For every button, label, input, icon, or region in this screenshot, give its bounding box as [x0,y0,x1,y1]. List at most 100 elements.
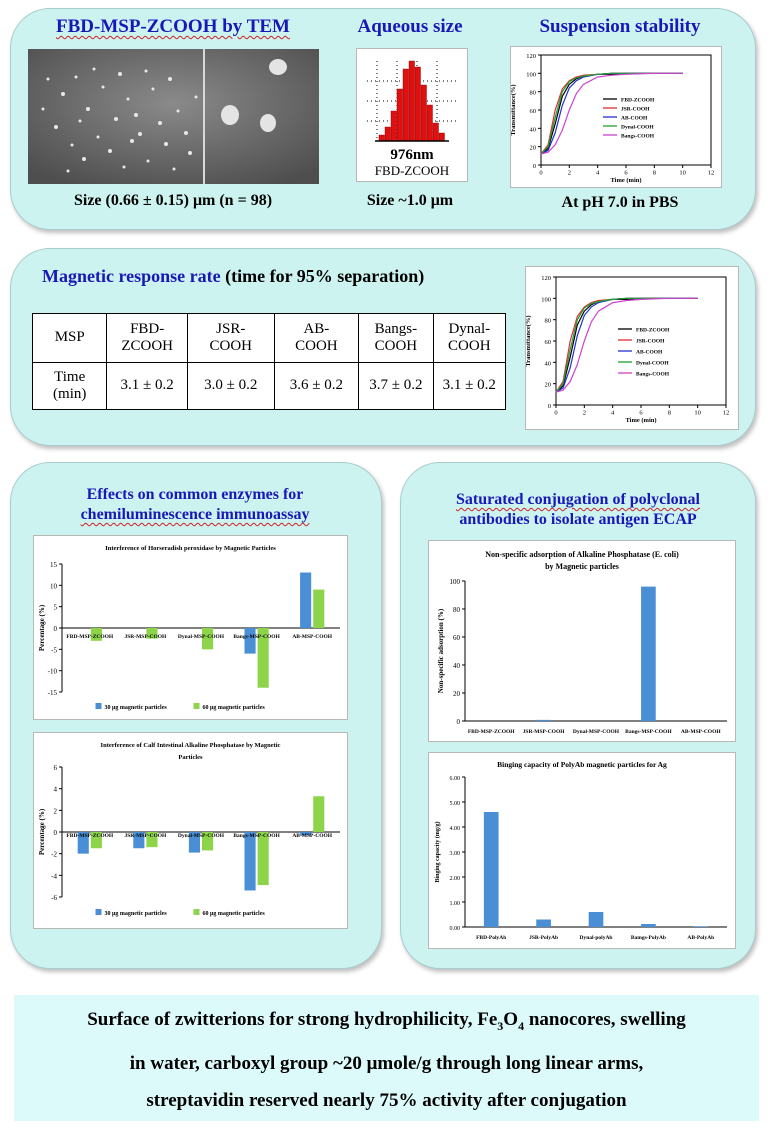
y-axis-label: Percentage (%) [38,604,46,651]
y-tick-label: 3.00 [450,851,461,857]
bar [257,832,269,886]
legend-swatch [95,909,102,915]
y-tick-label: 5.00 [450,801,461,807]
x-tick-label: 4 [596,170,600,177]
category-label: Dynal-polyAb [579,935,612,941]
y-tick-label: 60 [453,634,461,642]
legend-label: 30 μg magnetic particles [105,705,168,711]
legend-swatch [193,909,200,915]
category-label: Dynal-MSP-COOH [573,729,620,735]
category-label: JSR-PolyAb [529,935,558,941]
bar [641,586,656,721]
x-tick-label: 2 [568,170,571,177]
table-cell: Dynal- COOH [432,313,507,363]
y-axis-label: Binging capacity (mg/g) [434,821,441,882]
y-tick-label: 4 [54,786,58,794]
hist-bar [396,88,403,142]
ciap-chart-svg: Interference of Calf Intestinal Alkaline… [38,742,340,917]
bar [202,628,214,650]
bar [90,832,102,849]
category-label: AB-PolyAb [687,935,714,941]
bar [693,926,709,927]
category-label: FBD-PolyAb [476,935,506,941]
bar [244,628,256,654]
hist-bar [402,68,409,142]
y-tick-label: 60 [545,339,552,346]
table-cell: AB- COOH [273,313,360,363]
binding-chart: Binging capacity of PolyAb magnetic part… [428,752,736,949]
bar [202,832,214,851]
bar [77,832,89,854]
summary-line-2: in water, carboxyl group ~20 μmole/g thr… [129,1052,644,1074]
table-cell: Time (min) [31,361,108,410]
bar [146,628,158,639]
y-tick-label: 40 [453,662,461,670]
category-label: Bangs-MSP-COOH [625,729,672,735]
y-tick-label: 120 [526,53,536,60]
series-line [540,72,683,155]
x-tick-label: 10 [694,410,701,417]
tem-title: FBD-MSP-ZCOOH by TEM [56,16,290,37]
hist-bar [378,134,385,142]
hist-name-label: FBD-ZCOOH [375,163,449,178]
table-cell: JSR- COOH [186,313,275,363]
chart-title: Interference of Horseradish peroxidase b… [105,545,276,552]
series-line [555,297,698,393]
series-line [555,297,698,393]
bar [483,812,499,927]
series-line [555,297,698,393]
category-label: AB-MSP-COOH [292,634,332,640]
ciap-chart: Interference of Calf Intestinal Alkaline… [33,732,348,929]
hist-bar [432,122,439,142]
bar [313,796,325,832]
table-cell: 3.6 ± 0.2 [273,361,360,410]
legend-label: Dynal-COOH [636,361,669,367]
table-cell: 3.1 ± 0.2 [106,361,188,410]
legend-label: 60 μg magnetic particles [203,705,266,711]
summary-line-1: Surface of zwitterions for strong hydrop… [87,1009,686,1033]
bar [146,832,158,848]
hist-bar [414,66,421,142]
category-label: AB-MSP-COOH [681,729,721,735]
y-axis-label: Percentage (%) [38,808,46,855]
series-line [540,72,683,155]
enzymes-title: Effects on common enzymes for chemilumine… [80,486,310,523]
legend-label: Bangs-COOH [621,134,655,140]
x-tick-label: 12 [723,410,730,417]
x-tick-label: 6 [624,170,628,177]
y-tick-label: 120 [541,275,551,282]
y-tick-label: 2.00 [450,876,461,882]
category-label: JSR-MSP-COOH [124,833,167,839]
magnetic-response-table: MSP FBD- ZCOOH JSR- COOH AB- COOH Bangs- COO… [31,313,507,410]
legend-label: JSR-COOH [621,107,650,113]
legend-label: JSR-COOH [636,339,665,345]
bar [588,912,604,927]
stability-title: Suspension stability [539,16,701,37]
category-label: Bangs-MSP-COOH [233,833,280,839]
conjugation-title: Saturated conjugation of polyclonal antib… [455,491,700,528]
y-axis-label: Transmittance(%) [511,84,517,135]
table-cell: FBD- ZCOOH [106,313,188,363]
hist-bar [384,126,391,142]
x-tick-label: 2 [583,410,586,417]
hist-bar [390,110,397,142]
bar [257,628,269,688]
hrp-chart: Interference of Horseradish peroxidase b… [33,535,348,720]
table-cell: 3.1 ± 0.2 [432,361,507,410]
category-label: Dynal-MSP-COOH [178,634,225,640]
hist-size-label: 976nm [390,147,434,163]
y-tick-label: -4 [51,872,57,880]
series-line [540,72,683,155]
legend-swatch [95,703,102,709]
category-label: AB-MSP-COOH [292,833,332,839]
x-tick-label: 6 [639,410,643,417]
tem-caption: Size (0.66 ± 0.15) μm (n = 98) [73,192,273,209]
binding-chart-svg: Binging capacity of PolyAb magnetic part… [434,760,727,941]
bar [300,832,312,836]
summary-line-3: streptavidin reserved nearly 75% activit… [146,1089,627,1111]
histogram-svg: 976nm FBD-ZCOOH [367,60,457,178]
bar [536,719,551,721]
legend-label: Bangs-COOH [636,372,670,378]
magnetic-title: Magnetic response rate (time for 95% sep… [42,266,425,286]
hist-bar [438,132,445,142]
